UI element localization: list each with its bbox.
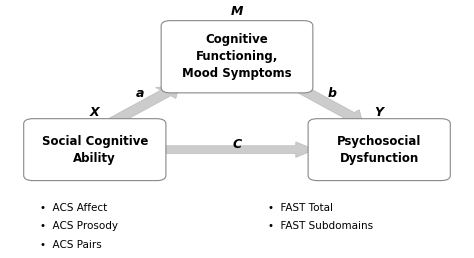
- Text: X: X: [90, 106, 100, 119]
- Text: •  ACS Prosody: • ACS Prosody: [40, 221, 118, 231]
- Text: Psychosocial
Dysfunction: Psychosocial Dysfunction: [337, 135, 421, 165]
- FancyArrow shape: [159, 142, 315, 157]
- Text: Cognitive
Functioning,
Mood Symptoms: Cognitive Functioning, Mood Symptoms: [182, 33, 292, 80]
- FancyBboxPatch shape: [161, 21, 313, 93]
- FancyArrow shape: [290, 83, 363, 123]
- FancyArrow shape: [106, 86, 179, 125]
- Text: Y: Y: [375, 106, 383, 119]
- Text: M: M: [231, 5, 243, 18]
- Text: •  ACS Affect: • ACS Affect: [40, 203, 108, 213]
- Text: •  ACS Pairs: • ACS Pairs: [40, 240, 102, 250]
- Text: a: a: [136, 87, 144, 100]
- Text: •  FAST Subdomains: • FAST Subdomains: [268, 221, 373, 231]
- FancyBboxPatch shape: [24, 119, 166, 181]
- Text: b: b: [328, 87, 336, 100]
- Text: •  FAST Total: • FAST Total: [268, 203, 333, 213]
- Text: C: C: [232, 138, 242, 151]
- FancyBboxPatch shape: [308, 119, 450, 181]
- Text: Social Cognitive
Ability: Social Cognitive Ability: [42, 135, 148, 165]
